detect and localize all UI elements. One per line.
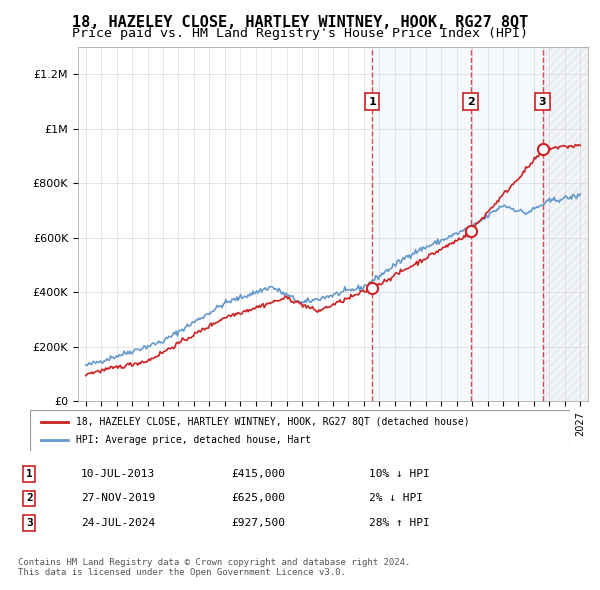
Text: Contains HM Land Registry data © Crown copyright and database right 2024.
This d: Contains HM Land Registry data © Crown c…: [18, 558, 410, 577]
Text: 2: 2: [26, 493, 32, 503]
Bar: [542, 47, 588, 401]
Text: 1: 1: [368, 97, 376, 107]
Text: 24-JUL-2024: 24-JUL-2024: [81, 518, 155, 527]
Text: 2: 2: [467, 97, 475, 107]
Text: 27-NOV-2019: 27-NOV-2019: [81, 493, 155, 503]
Text: 10-JUL-2013: 10-JUL-2013: [81, 469, 155, 479]
Text: 18, HAZELEY CLOSE, HARTLEY WINTNEY, HOOK, RG27 8QT (detached house): 18, HAZELEY CLOSE, HARTLEY WINTNEY, HOOK…: [76, 417, 470, 427]
Bar: [372, 47, 470, 401]
Text: 1: 1: [26, 469, 32, 479]
Text: 3: 3: [26, 518, 32, 527]
Text: Price paid vs. HM Land Registry's House Price Index (HPI): Price paid vs. HM Land Registry's House …: [72, 27, 528, 40]
Text: 28% ↑ HPI: 28% ↑ HPI: [369, 518, 430, 527]
Text: £415,000: £415,000: [231, 469, 285, 479]
Text: £927,500: £927,500: [231, 518, 285, 527]
Text: 3: 3: [539, 97, 547, 107]
Text: 18, HAZELEY CLOSE, HARTLEY WINTNEY, HOOK, RG27 8QT: 18, HAZELEY CLOSE, HARTLEY WINTNEY, HOOK…: [72, 15, 528, 30]
FancyBboxPatch shape: [30, 410, 570, 451]
Text: 10% ↓ HPI: 10% ↓ HPI: [369, 469, 430, 479]
Text: £625,000: £625,000: [231, 493, 285, 503]
Text: 2% ↓ HPI: 2% ↓ HPI: [369, 493, 423, 503]
Bar: [470, 47, 542, 401]
Text: HPI: Average price, detached house, Hart: HPI: Average price, detached house, Hart: [76, 435, 311, 445]
